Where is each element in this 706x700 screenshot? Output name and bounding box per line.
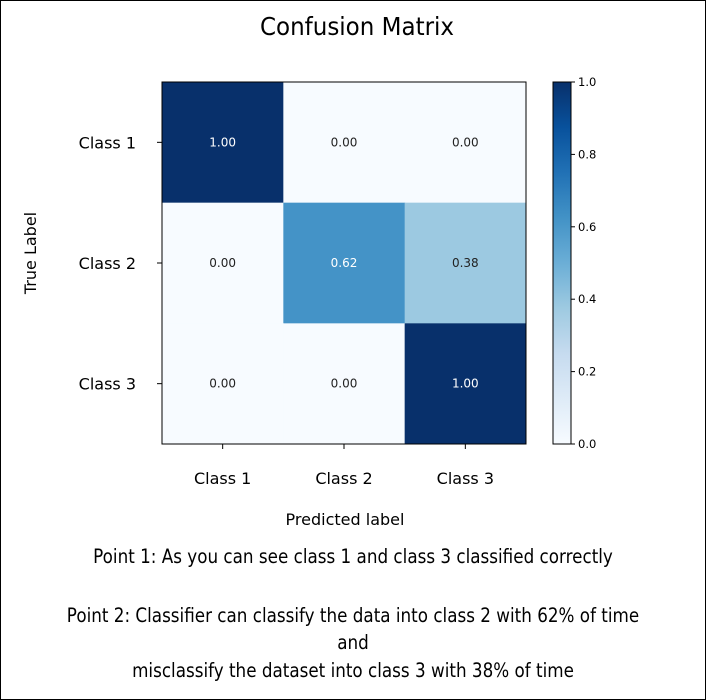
heatmap-cell (404, 82, 527, 204)
heatmap-cell (283, 202, 406, 324)
x-tick-label: Class 1 (194, 469, 251, 488)
x-axis-label: Predicted label (286, 510, 405, 529)
colorbar-ticks: 0.0 0.2 0.4 0.6 0.8 1.0 (571, 75, 596, 451)
x-axis-ticks: Class 1 Class 2 Class 3 (194, 444, 494, 488)
colorbar-tick-label: 0.8 (578, 147, 596, 161)
y-axis-label: True Label (21, 212, 40, 295)
cell-value-label: 0.00 (452, 135, 479, 149)
colorbar-tick-label: 0.4 (578, 292, 596, 306)
heatmap-cells (162, 82, 527, 445)
heatmap-cell (162, 323, 284, 445)
chart-title: Confusion Matrix (260, 12, 454, 41)
y-tick-label: Class 3 (79, 375, 136, 394)
heatmap-cell (404, 323, 527, 445)
heatmap-cell (162, 202, 284, 324)
y-tick-label: Class 1 (79, 133, 136, 152)
cell-value-label: 1.00 (452, 377, 479, 391)
y-axis-ticks: Class 1 Class 2 Class 3 (79, 133, 162, 394)
cell-value-label: 1.00 (209, 135, 236, 149)
colorbar-tick-label: 0.0 (578, 437, 596, 451)
cell-value-label: 0.00 (209, 377, 236, 391)
x-tick-label: Class 2 (315, 469, 372, 488)
heatmap-cell (283, 323, 406, 445)
colorbar (552, 81, 572, 445)
colorbar-tick-label: 0.6 (578, 220, 596, 234)
cell-value-label: 0.00 (331, 135, 358, 149)
colorbar-tick-label: 0.2 (578, 365, 596, 379)
cell-value-label: 0.00 (209, 256, 236, 270)
heatmap-cell (283, 82, 406, 204)
x-tick-label: Class 3 (437, 469, 494, 488)
colorbar-tick-label: 1.0 (578, 75, 596, 89)
cell-value-label: 0.00 (331, 377, 358, 391)
heatmap-cell-labels: 1.00 0.00 0.00 0.00 0.62 0.38 0.00 0.00 1.00 (209, 135, 478, 390)
heatmap-cell (404, 202, 527, 324)
cell-value-label: 0.62 (331, 256, 358, 270)
y-tick-label: Class 2 (79, 254, 136, 273)
heatmap-cell (162, 82, 284, 204)
cell-value-label: 0.38 (452, 256, 479, 270)
